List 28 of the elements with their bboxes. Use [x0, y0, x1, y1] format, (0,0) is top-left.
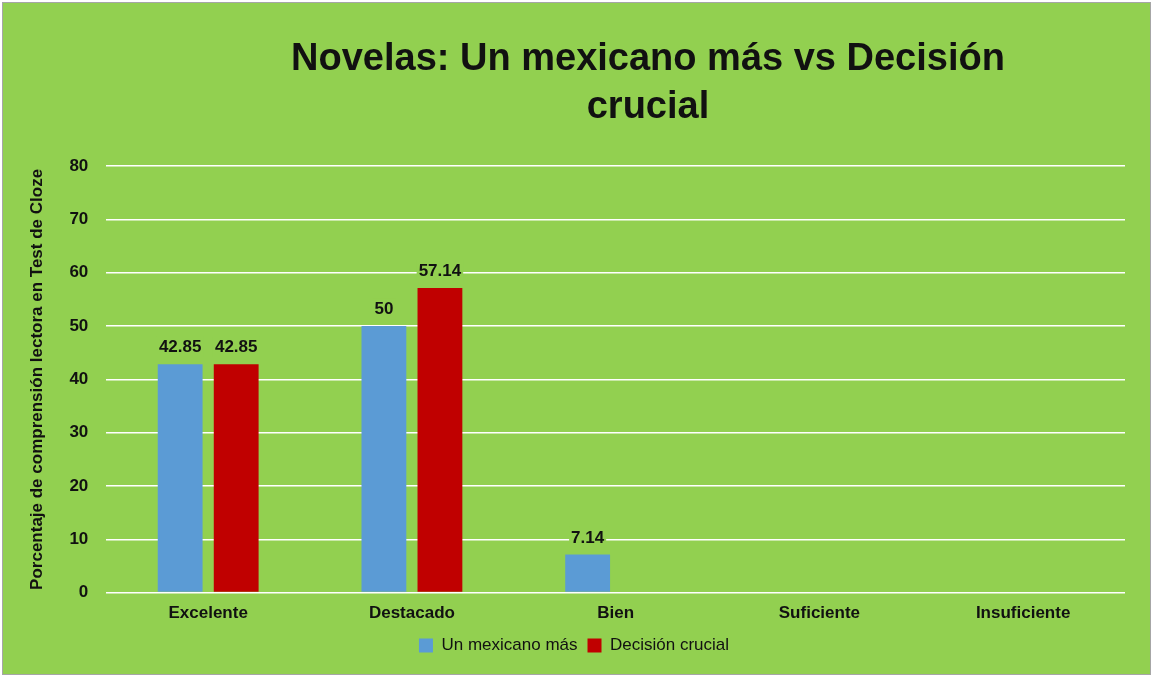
bar: [213, 364, 259, 592]
y-tick-label: 40: [69, 369, 89, 389]
data-label: 57.14: [418, 261, 462, 281]
y-tick-label: 10: [69, 528, 89, 548]
bar: [157, 364, 203, 592]
bar: [361, 326, 407, 592]
y-tick-label: 80: [69, 155, 89, 175]
bar: [565, 554, 611, 592]
y-tick-label: 30: [69, 422, 89, 442]
x-tick-label: Destacado: [368, 603, 455, 623]
bar: [417, 288, 463, 592]
y-tick-label: 60: [69, 262, 89, 282]
x-tick-label: Bien: [597, 603, 635, 623]
data-label: 42.85: [214, 337, 258, 357]
x-tick-label: Excelente: [168, 603, 248, 623]
y-tick-label: 50: [69, 315, 89, 335]
y-tick-label: 0: [78, 582, 89, 602]
legend-label: Decisión crucial: [610, 635, 730, 655]
x-tick-label: Suficiente: [778, 603, 861, 623]
y-tick-label: 20: [69, 475, 89, 495]
data-label: 7.14: [571, 527, 605, 547]
y-tick-label: 70: [69, 209, 89, 229]
chart-title: Novelas: Un mexicano más vs Decisión crucial: [290, 35, 1006, 128]
data-label: 50: [374, 299, 394, 319]
x-tick-label: Insuficiente: [975, 603, 1071, 623]
legend-label: Un mexicano más: [441, 635, 578, 655]
y-axis-title: Porcentaje de comprensión lectora en Test de Cloze: [26, 168, 46, 590]
data-label: 42.85: [158, 337, 202, 357]
